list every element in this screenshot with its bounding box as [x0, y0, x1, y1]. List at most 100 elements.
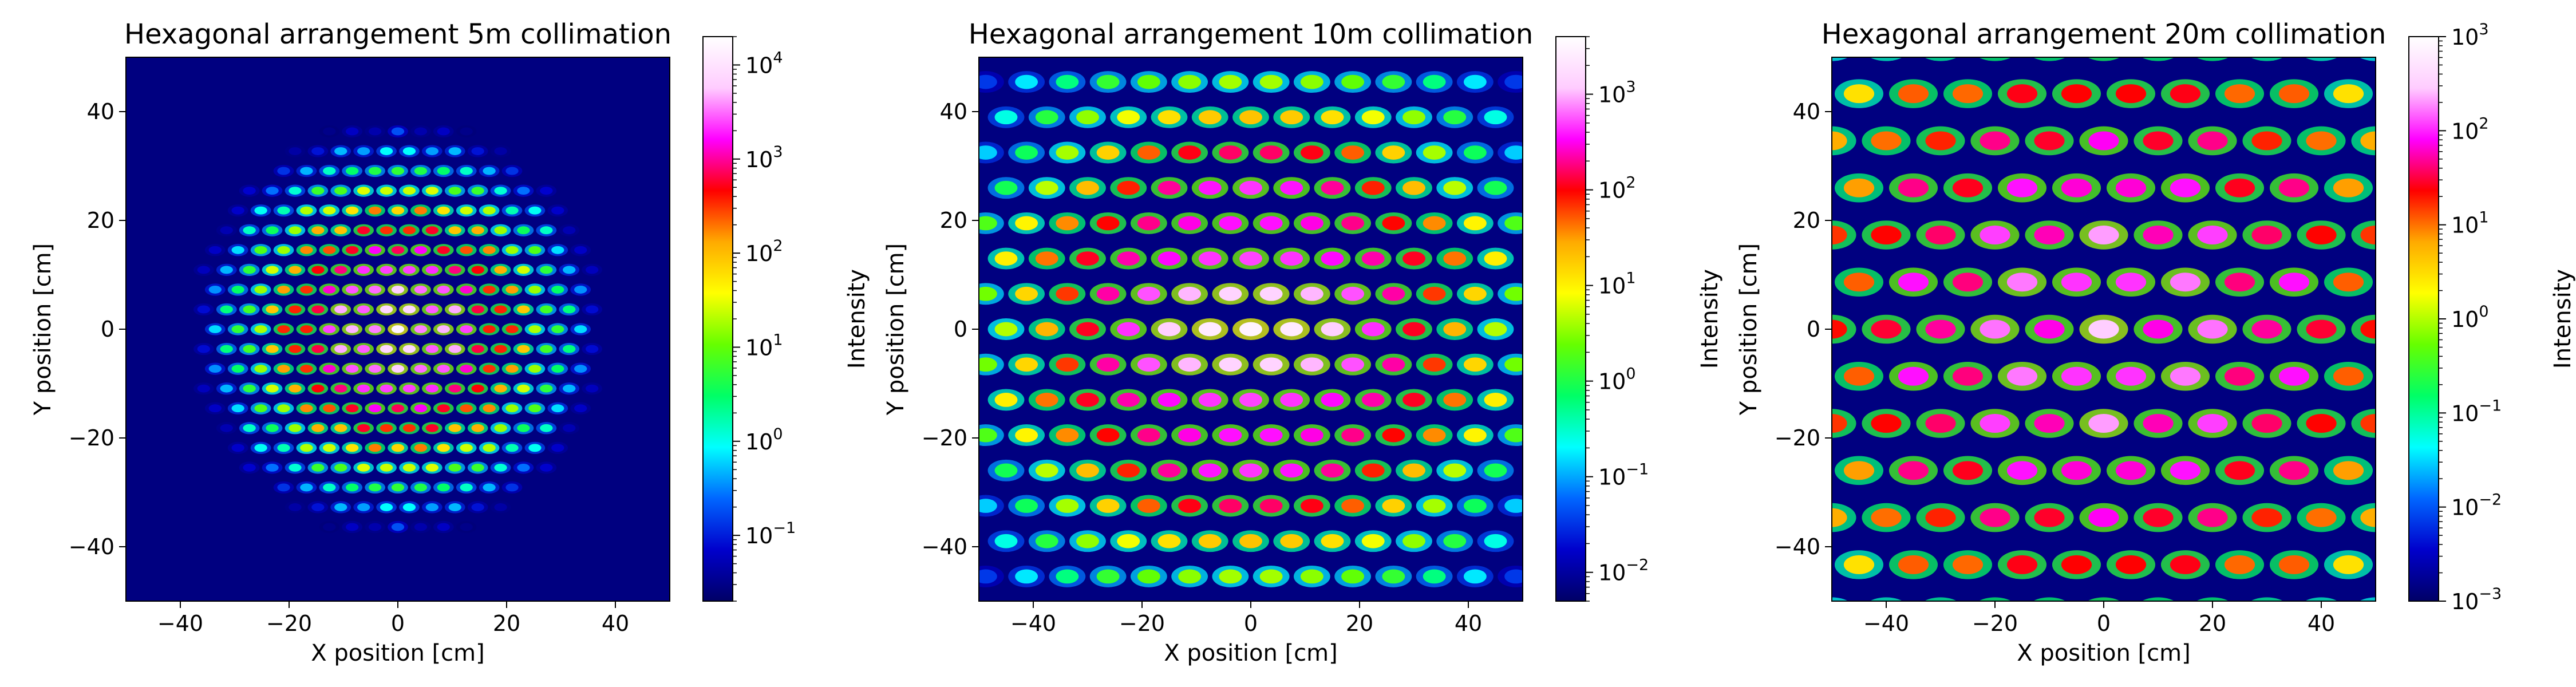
intensity-spot	[414, 127, 428, 136]
colorbar-tick-label: 10−2	[1598, 556, 1649, 586]
intensity-spot	[277, 483, 290, 492]
intensity-spot	[517, 463, 530, 472]
intensity-spot	[1321, 322, 1344, 337]
intensity-spot	[2170, 178, 2201, 198]
intensity-spot	[1056, 428, 1079, 443]
intensity-spot	[448, 384, 461, 393]
intensity-spot	[1832, 225, 1847, 244]
intensity-spot	[1321, 605, 1344, 619]
intensity-spot	[243, 266, 256, 274]
intensity-spot	[505, 404, 519, 413]
intensity-spot	[1137, 357, 1160, 372]
intensity-spot	[551, 246, 564, 254]
x-tick-label: 40	[1455, 611, 1482, 636]
intensity-spot	[994, 251, 1018, 266]
intensity-spot	[540, 266, 553, 274]
intensity-spot	[1178, 499, 1202, 513]
intensity-spot	[1321, 180, 1344, 195]
intensity-spot	[2360, 414, 2376, 433]
intensity-spot	[1504, 74, 1523, 89]
intensity-spot	[494, 305, 507, 314]
intensity-spot	[1952, 273, 1984, 292]
intensity-spot	[289, 305, 302, 314]
intensity-spot	[2224, 461, 2255, 480]
intensity-spot	[471, 463, 484, 472]
intensity-spot	[208, 246, 222, 254]
intensity-spot	[494, 147, 507, 155]
intensity-spot	[2333, 84, 2364, 104]
intensity-spot	[1504, 499, 1523, 513]
colorbar-tick-label: 101	[1598, 270, 1636, 299]
intensity-spot	[323, 325, 336, 333]
intensity-spot	[1382, 499, 1405, 513]
intensity-spot	[585, 384, 599, 393]
intensity-spot	[391, 523, 405, 531]
intensity-spot	[1843, 366, 1875, 386]
intensity-spot	[1239, 110, 1262, 125]
intensity-spot	[1035, 180, 1058, 195]
intensity-spot	[2306, 414, 2337, 433]
intensity-spot	[1015, 145, 1038, 160]
x-tick-label: −20	[1119, 611, 1165, 636]
intensity-spot	[2170, 555, 2201, 574]
intensity-spot	[346, 285, 359, 294]
intensity-spot	[460, 325, 473, 333]
intensity-spot	[2006, 273, 2038, 292]
intensity-spot	[471, 345, 484, 353]
colorbar-tick-label: 100	[745, 425, 783, 455]
y-tick-label: −40	[922, 534, 967, 559]
intensity-spot	[1199, 605, 1222, 619]
intensity-spot	[368, 325, 382, 333]
y-tick-label: 0	[954, 317, 967, 342]
intensity-spot	[437, 246, 450, 254]
intensity-spot	[368, 523, 382, 531]
intensity-spot	[483, 404, 496, 413]
intensity-spot	[300, 246, 313, 254]
intensity-spot	[1898, 178, 1929, 198]
intensity-spot	[300, 167, 313, 175]
intensity-spot	[323, 127, 336, 136]
intensity-spot	[311, 384, 325, 393]
spot-halo	[2196, 57, 2229, 61]
intensity-spot	[414, 206, 428, 215]
intensity-spot	[414, 246, 428, 254]
intensity-spot	[357, 305, 370, 314]
intensity-spot	[540, 463, 553, 472]
intensity-spot	[2278, 84, 2310, 104]
intensity-spot	[979, 499, 997, 513]
intensity-spot	[979, 74, 997, 89]
intensity-spot	[471, 266, 484, 274]
intensity-spot	[1015, 569, 1038, 584]
intensity-spot	[2251, 225, 2282, 244]
x-tick-label: 40	[2308, 611, 2335, 636]
intensity-spot	[1843, 461, 1875, 480]
colorbar-tick-label: 101	[745, 331, 783, 360]
intensity-spot	[357, 187, 370, 195]
intensity-spot	[1056, 569, 1079, 584]
intensity-spot	[2278, 555, 2310, 574]
intensity-spot	[1035, 251, 1058, 266]
intensity-spot	[471, 187, 484, 195]
intensity-spot	[2278, 273, 2310, 292]
intensity-spot	[2115, 555, 2147, 574]
intensity-spot	[1259, 357, 1283, 372]
intensity-spot	[425, 345, 439, 353]
intensity-spot	[483, 325, 496, 333]
intensity-spot	[563, 345, 576, 353]
intensity-spot	[1980, 131, 2010, 151]
intensity-spot	[979, 216, 997, 231]
intensity-spot	[1382, 428, 1405, 443]
intensity-spot	[483, 483, 496, 492]
intensity-spot	[483, 206, 496, 215]
intensity-spot	[437, 325, 450, 333]
intensity-spot	[540, 424, 553, 432]
intensity-spot	[208, 285, 222, 294]
intensity-spot	[1198, 393, 1222, 407]
intensity-spot	[1056, 145, 1079, 160]
spot-halo	[2305, 57, 2338, 61]
intensity-spot	[334, 147, 347, 155]
intensity-spot	[357, 424, 370, 432]
x-tick-label: 20	[2199, 611, 2226, 636]
intensity-spot	[2006, 366, 2038, 386]
